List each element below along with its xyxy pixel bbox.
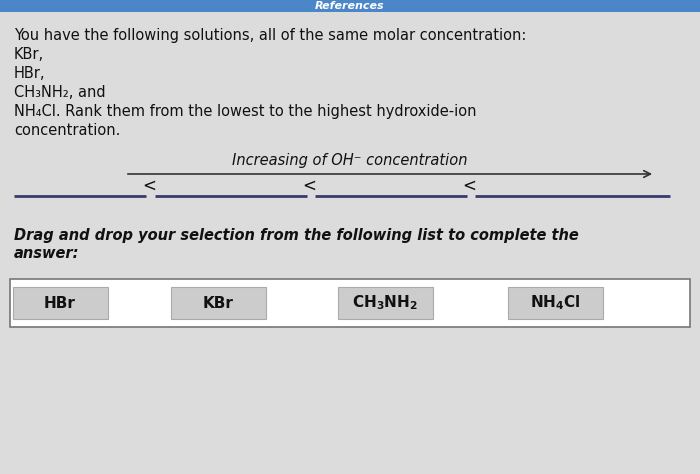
Text: HBr: HBr xyxy=(44,295,76,310)
Text: Increasing of OH⁻ concentration: Increasing of OH⁻ concentration xyxy=(232,153,468,167)
Text: <: < xyxy=(462,177,476,195)
Text: <: < xyxy=(142,177,156,195)
Text: <: < xyxy=(302,177,316,195)
Text: References: References xyxy=(315,1,385,11)
Text: You have the following solutions, all of the same molar concentration:: You have the following solutions, all of… xyxy=(14,28,526,43)
Text: KBr: KBr xyxy=(202,295,233,310)
Text: $\mathregular{CH_3NH_2}$: $\mathregular{CH_3NH_2}$ xyxy=(352,294,418,312)
Text: answer:: answer: xyxy=(14,246,80,261)
Text: concentration.: concentration. xyxy=(14,123,120,138)
Text: NH₄Cl. Rank them from the lowest to the highest hydroxide-ion: NH₄Cl. Rank them from the lowest to the … xyxy=(14,104,477,119)
Text: KBr,: KBr, xyxy=(14,47,44,62)
Text: $\mathregular{NH_4Cl}$: $\mathregular{NH_4Cl}$ xyxy=(530,294,580,312)
Bar xyxy=(508,287,603,319)
Text: Drag and drop your selection from the following list to complete the: Drag and drop your selection from the fo… xyxy=(14,228,579,243)
Bar xyxy=(13,287,108,319)
Bar xyxy=(337,287,433,319)
Text: HBr,: HBr, xyxy=(14,66,46,81)
Text: CH₃NH₂, and: CH₃NH₂, and xyxy=(14,85,106,100)
Bar xyxy=(171,287,265,319)
Bar xyxy=(0,0,700,12)
Bar xyxy=(10,279,690,327)
